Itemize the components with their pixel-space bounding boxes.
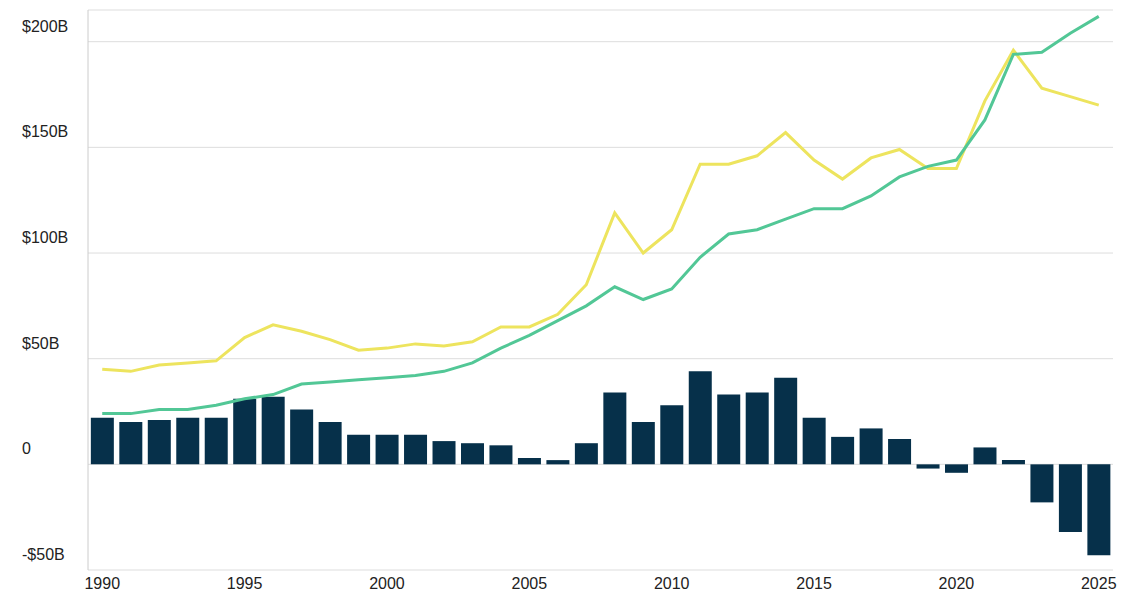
svg-text:$50B: $50B <box>22 335 59 352</box>
svg-text:2025: 2025 <box>1081 575 1117 592</box>
svg-text:2020: 2020 <box>939 575 975 592</box>
svg-text:$100B: $100B <box>22 229 68 246</box>
svg-text:-$50B: -$50B <box>22 546 65 563</box>
svg-text:2005: 2005 <box>512 575 548 592</box>
svg-text:1990: 1990 <box>84 575 120 592</box>
svg-text:$200B: $200B <box>22 18 68 35</box>
svg-text:1995: 1995 <box>227 575 263 592</box>
svg-text:2000: 2000 <box>369 575 405 592</box>
svg-text:2015: 2015 <box>796 575 832 592</box>
svg-text:2010: 2010 <box>654 575 690 592</box>
svg-text:$150B: $150B <box>22 123 68 140</box>
svg-text:0: 0 <box>22 440 31 457</box>
